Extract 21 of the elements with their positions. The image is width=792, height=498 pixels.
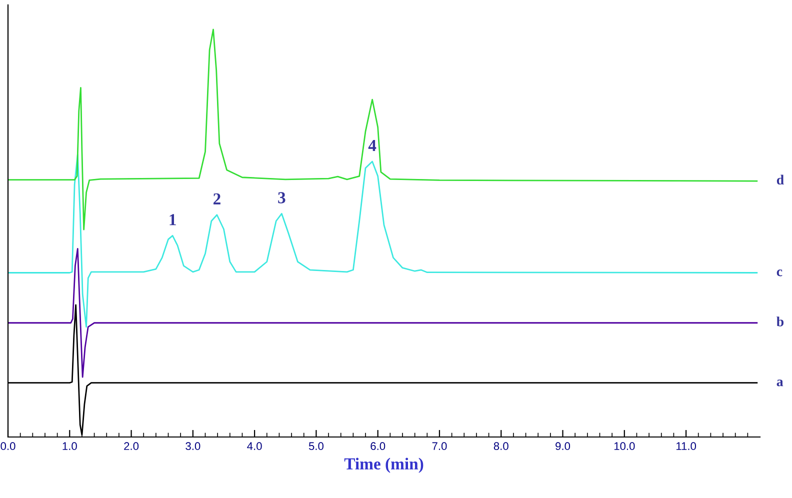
x-tick-label: 3.0 bbox=[186, 442, 200, 450]
x-tick-label: 9.0 bbox=[556, 442, 570, 450]
x-tick-label: 4.0 bbox=[247, 442, 262, 450]
annotation: 2 bbox=[213, 193, 220, 204]
x-tick-label: 0.0 bbox=[0, 442, 16, 450]
series-label: c bbox=[776, 270, 782, 276]
series-label: d bbox=[776, 174, 784, 185]
x-tick-label: 8.0 bbox=[494, 442, 508, 450]
annotation: 4 bbox=[368, 140, 376, 151]
x-tick-label: 5.0 bbox=[308, 442, 324, 450]
x-tick-label: 6.0 bbox=[370, 442, 386, 450]
series-label: b bbox=[776, 316, 784, 326]
x-axis-title: Time (min) bbox=[344, 458, 424, 473]
x-tick-label: 11.0 bbox=[676, 442, 696, 450]
x-tick-label: 10.0 bbox=[614, 442, 635, 450]
x-tick-label: 2.0 bbox=[124, 442, 139, 450]
annotation: 1 bbox=[170, 214, 176, 226]
series-label: a bbox=[776, 380, 784, 386]
x-tick-label: 1.0 bbox=[62, 442, 77, 450]
annotation: 3 bbox=[278, 192, 286, 204]
x-tick-label: 7.0 bbox=[432, 442, 447, 450]
